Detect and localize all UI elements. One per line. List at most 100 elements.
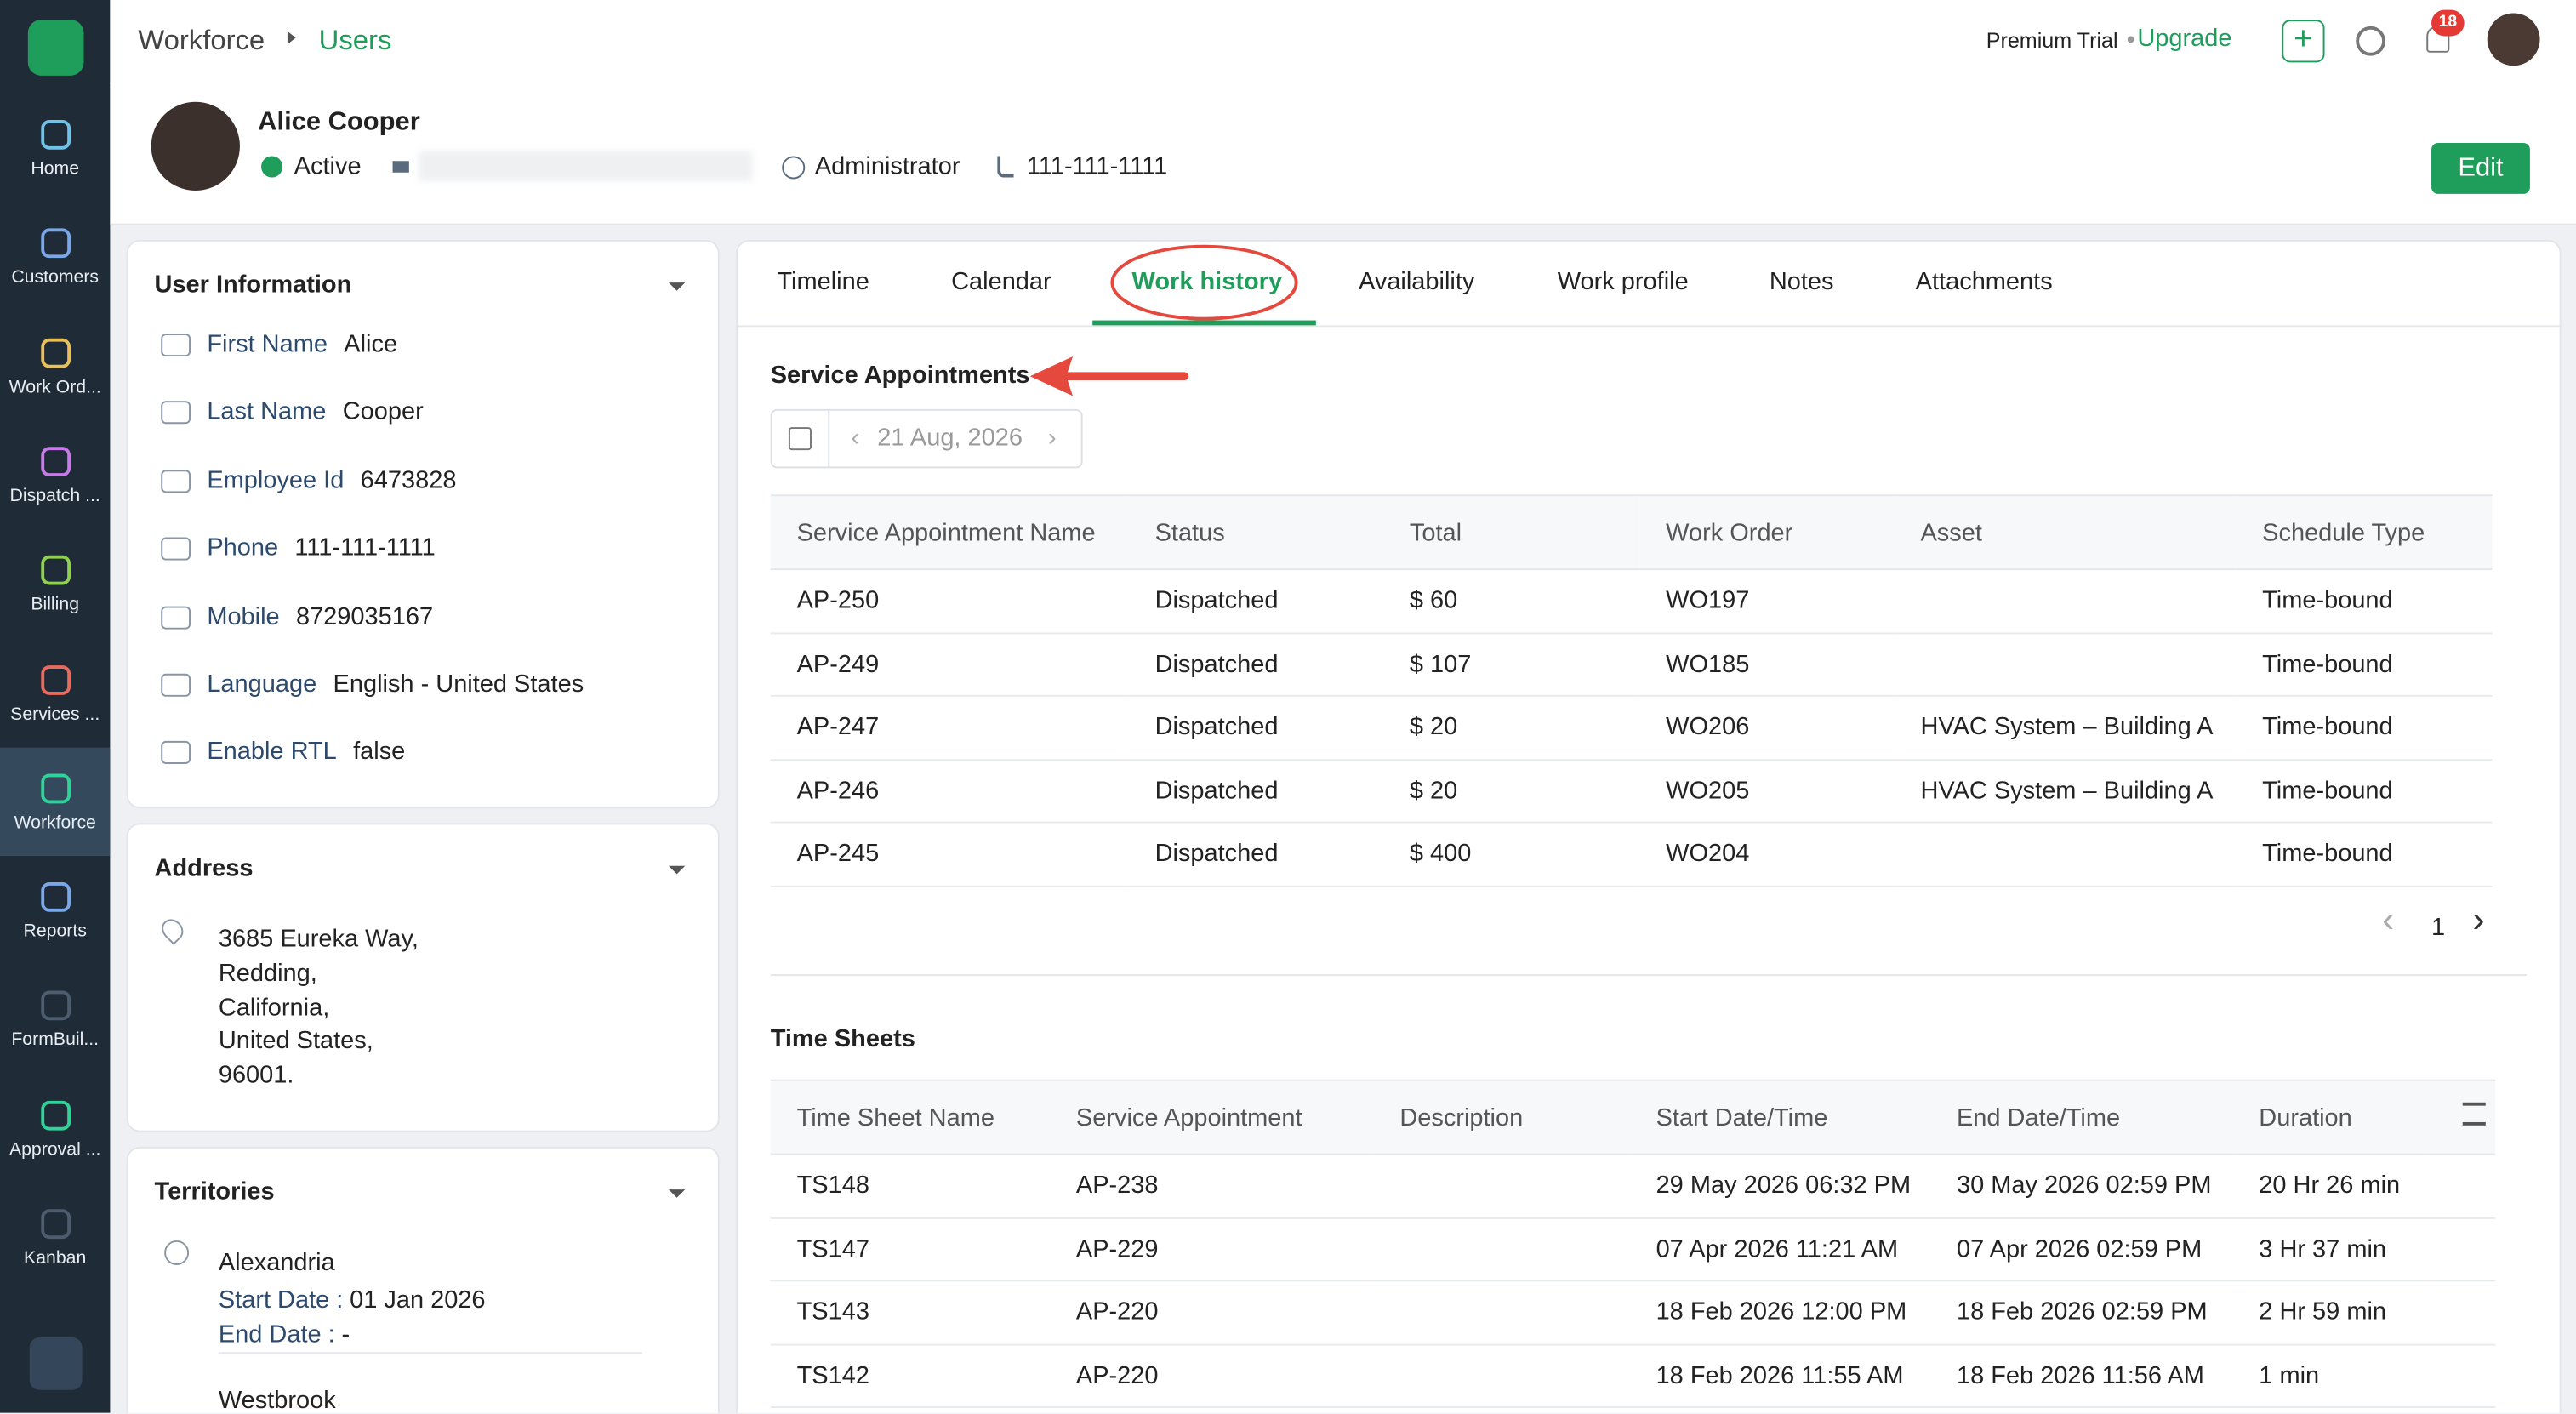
territories-card: Territories Alexandria Start Date :01 Jan… bbox=[126, 1146, 720, 1413]
logo bbox=[27, 20, 84, 76]
top-bar: Workforce Users Premium Trial Upgrade + … bbox=[110, 0, 2576, 84]
breadcrumb-sep bbox=[287, 31, 302, 45]
field-icon bbox=[161, 673, 191, 697]
nav-item[interactable]: Customers bbox=[0, 202, 110, 311]
table-row[interactable]: TS147 AP-229 07 Apr 2026 11:21 AM 07 Apr 20… bbox=[770, 1217, 2496, 1282]
field-row: Phone 111-111-1111 bbox=[161, 533, 436, 562]
address-line: 3685 Eureka Way, bbox=[218, 925, 419, 954]
cell: AP-250 bbox=[770, 569, 1129, 634]
cell: 18 Feb 2026 11:56 AM bbox=[1930, 1343, 2233, 1408]
table-row[interactable]: AP-249 Dispatched $ 107 WO185 Time-bound bbox=[770, 632, 2493, 697]
table-row[interactable]: TS142 AP-220 18 Feb 2026 11:55 AM 18 Feb 20… bbox=[770, 1343, 2496, 1408]
collapse-caret[interactable] bbox=[668, 865, 686, 882]
cell: TS143 bbox=[770, 1280, 1050, 1345]
cell: $ 20 bbox=[1383, 759, 1640, 824]
column-header: Asset bbox=[1894, 494, 2237, 571]
nav-item[interactable]: Work Ord... bbox=[0, 311, 110, 419]
cell: TS147 bbox=[770, 1217, 1050, 1282]
nav-item[interactable]: Dispatch ... bbox=[0, 420, 110, 528]
field-value: English - United States bbox=[333, 670, 584, 698]
nav-item[interactable]: Reports bbox=[0, 856, 110, 964]
plan: Premium Trial bbox=[1986, 27, 2118, 53]
date-picker[interactable]: ‹ 21 Aug, 2026 › bbox=[770, 408, 1083, 469]
tab-underline bbox=[1092, 320, 1316, 326]
nav-label: Customers bbox=[11, 268, 100, 288]
header-row: Service Appointment Name Status Total Work … bbox=[770, 494, 2493, 571]
nav-item[interactable]: Services ... bbox=[0, 638, 110, 746]
collapse-button[interactable] bbox=[29, 1337, 83, 1390]
field-value: 111-111-1111 bbox=[294, 533, 436, 562]
nav-item[interactable]: FormBuil... bbox=[0, 965, 110, 1073]
settings-icon[interactable] bbox=[2356, 26, 2385, 56]
table-row[interactable]: AP-246 Dispatched $ 20 WO205 HVAC System – B… bbox=[770, 759, 2493, 824]
cell: Time-bound bbox=[2236, 632, 2493, 697]
nav-icon bbox=[40, 556, 71, 585]
tab[interactable]: Timeline bbox=[777, 267, 869, 296]
field-row: Last Name Cooper bbox=[161, 398, 424, 426]
add-button[interactable]: + bbox=[2282, 20, 2325, 63]
table-row[interactable]: TS143 AP-220 18 Feb 2026 12:00 PM 18 Feb 20… bbox=[770, 1280, 2496, 1345]
mail-icon bbox=[392, 161, 409, 173]
nav-item[interactable]: Billing bbox=[0, 529, 110, 637]
date: 21 Aug, 2026 bbox=[877, 424, 1023, 453]
profile-photo bbox=[151, 101, 240, 191]
nav-item[interactable]: Approval ... bbox=[0, 1074, 110, 1182]
next[interactable]: › bbox=[1048, 424, 1057, 453]
prev-page[interactable]: ‹ bbox=[2382, 898, 2395, 940]
role-icon bbox=[782, 156, 806, 180]
column-header: Service Appointment bbox=[1049, 1079, 1374, 1155]
tab[interactable]: Work profile bbox=[1557, 267, 1689, 296]
field-value: 8729035167 bbox=[295, 602, 434, 630]
profile-name: Alice Cooper bbox=[258, 108, 420, 137]
upgrade-link[interactable]: Upgrade bbox=[2137, 24, 2232, 53]
table-row[interactable]: AP-250 Dispatched $ 60 WO197 Time-bound bbox=[770, 569, 2493, 634]
phone: 111-111-1111 bbox=[1026, 152, 1168, 181]
field-icon bbox=[161, 741, 191, 765]
avatar[interactable] bbox=[2487, 13, 2540, 66]
column-settings[interactable] bbox=[2425, 1079, 2496, 1155]
cell-pad bbox=[2425, 1217, 2496, 1282]
nav-label: Work Ord... bbox=[9, 377, 101, 397]
territory-name: Alexandria bbox=[218, 1248, 335, 1277]
next-page[interactable]: › bbox=[2472, 898, 2485, 940]
cell: WO197 bbox=[1639, 569, 1895, 634]
table-row[interactable]: TS148 AP-238 29 May 2026 06:32 PM 30 May 20… bbox=[770, 1154, 2496, 1218]
table-row[interactable]: AP-247 Dispatched $ 20 WO206 HVAC System – B… bbox=[770, 695, 2493, 761]
calendar-button[interactable] bbox=[772, 410, 830, 467]
edit-button[interactable]: Edit bbox=[2431, 143, 2530, 194]
column-header: Work Order bbox=[1639, 494, 1895, 571]
field-value: Cooper bbox=[342, 398, 424, 426]
breadcrumb-item[interactable]: Workforce bbox=[138, 24, 265, 56]
tab[interactable]: Work history bbox=[1131, 267, 1283, 296]
field-icon bbox=[161, 334, 191, 357]
tab[interactable]: Availability bbox=[1359, 267, 1475, 296]
tab[interactable]: Notes bbox=[1769, 267, 1834, 296]
field-label: First Name bbox=[207, 330, 328, 358]
cell: 1 min bbox=[2232, 1343, 2425, 1408]
cell: $ 400 bbox=[1383, 822, 1640, 887]
nav-item[interactable]: Workforce bbox=[0, 747, 111, 856]
field-value: 6473828 bbox=[360, 466, 457, 494]
cell: 20 Hr 26 min bbox=[2232, 1154, 2425, 1218]
cell: TS142 bbox=[770, 1343, 1050, 1408]
cell bbox=[1894, 632, 2237, 697]
tab[interactable]: Calendar bbox=[951, 267, 1051, 296]
nav-item[interactable]: Home bbox=[0, 94, 110, 202]
prev[interactable]: ‹ bbox=[851, 424, 859, 453]
cell: Time-bound bbox=[2236, 569, 2493, 634]
cell bbox=[1894, 822, 2237, 887]
collapse-caret[interactable] bbox=[668, 1189, 686, 1206]
nav-item[interactable]: Kanban bbox=[0, 1183, 110, 1291]
nav-icon bbox=[40, 664, 71, 694]
cell bbox=[1373, 1154, 1630, 1218]
cell: 18 Feb 2026 11:55 AM bbox=[1629, 1343, 1931, 1408]
role: Administrator bbox=[814, 152, 960, 181]
tab[interactable]: Attachments bbox=[1915, 267, 2053, 296]
start-label: Start Date : bbox=[218, 1286, 344, 1314]
start-date: Start Date :01 Jan 2026 bbox=[219, 1283, 486, 1318]
field-row: Employee Id 6473828 bbox=[161, 466, 456, 494]
table-row[interactable]: AP-245 Dispatched $ 400 WO204 Time-bound bbox=[770, 822, 2493, 887]
collapse-caret[interactable] bbox=[668, 282, 686, 299]
address-line: 96001. bbox=[218, 1061, 294, 1090]
